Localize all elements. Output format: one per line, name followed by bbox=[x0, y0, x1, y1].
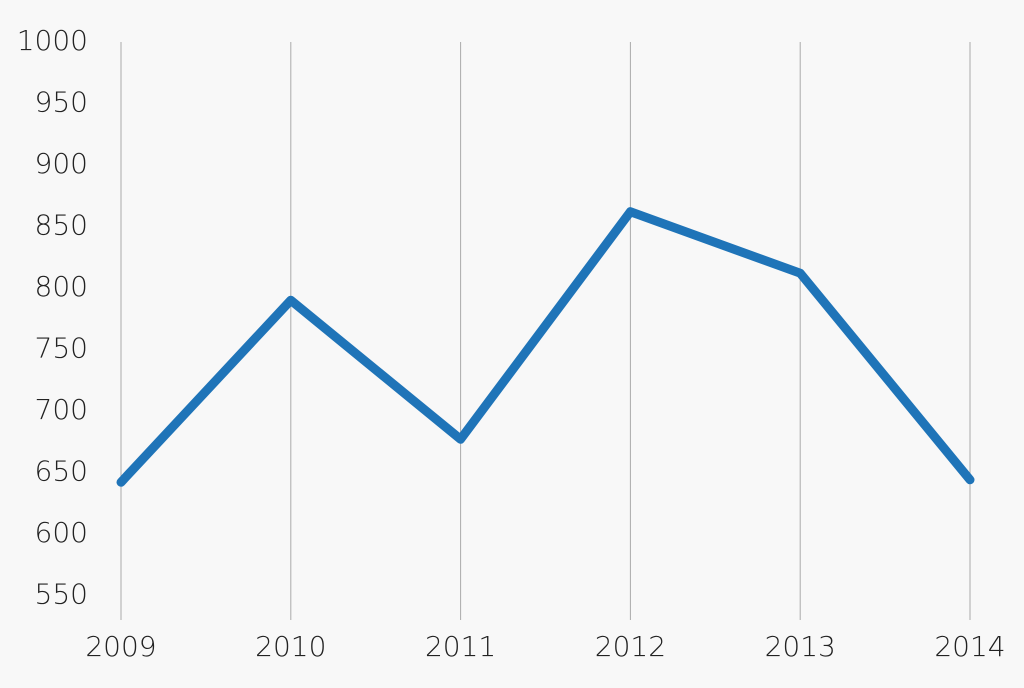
y-tick-label: 700 bbox=[35, 393, 88, 426]
x-tick-label: 2014 bbox=[934, 630, 1005, 663]
y-tick-label: 750 bbox=[35, 331, 88, 364]
data-line bbox=[116, 207, 975, 487]
y-tick-label: 600 bbox=[35, 516, 88, 549]
y-tick-label: 550 bbox=[35, 577, 88, 610]
x-tick-label: 2009 bbox=[85, 630, 156, 663]
y-tick-label: 950 bbox=[35, 85, 88, 118]
y-tick-label: 1000 bbox=[17, 24, 88, 57]
y-tick-label: 900 bbox=[35, 147, 88, 180]
y-tick-label: 850 bbox=[35, 208, 88, 241]
y-tick-label: 650 bbox=[35, 454, 88, 487]
x-tick-label: 2012 bbox=[595, 630, 666, 663]
x-tick-label: 2013 bbox=[765, 630, 836, 663]
x-tick-label: 2011 bbox=[425, 630, 496, 663]
y-tick-label: 800 bbox=[35, 270, 88, 303]
x-tick-label: 2010 bbox=[255, 630, 326, 663]
